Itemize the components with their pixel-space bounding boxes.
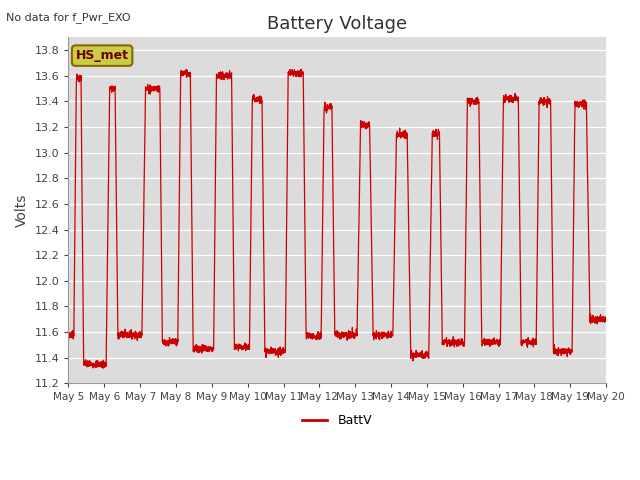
Y-axis label: Volts: Volts — [15, 193, 29, 227]
Text: No data for f_Pwr_EXO: No data for f_Pwr_EXO — [6, 12, 131, 23]
Legend: BattV: BattV — [298, 409, 377, 432]
Title: Battery Voltage: Battery Voltage — [268, 15, 407, 33]
Text: HS_met: HS_met — [76, 49, 129, 62]
